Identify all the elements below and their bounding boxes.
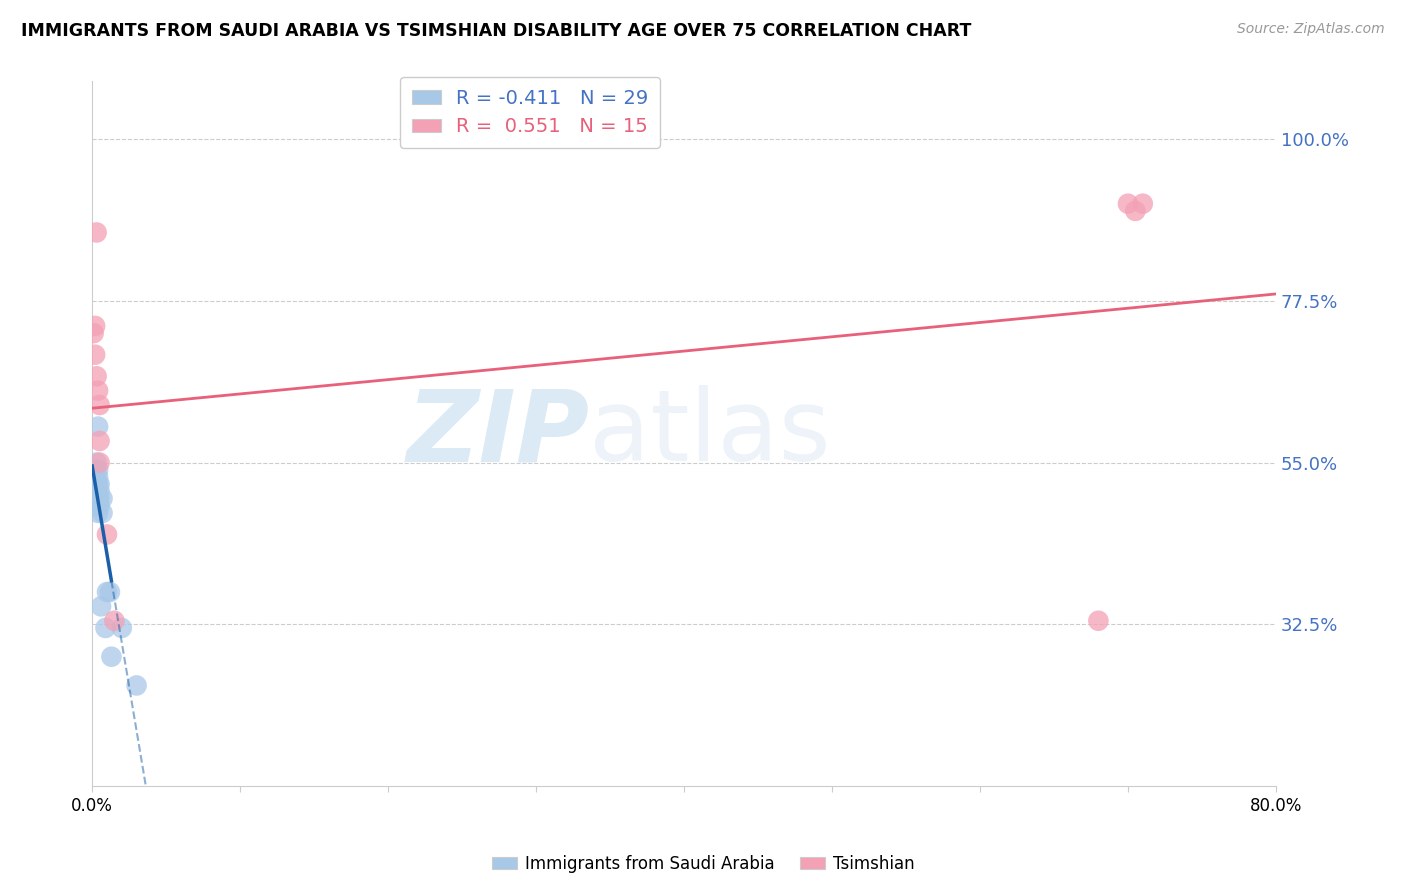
Point — [87, 384, 110, 398]
Text: IMMIGRANTS FROM SAUDI ARABIA VS TSIMSHIAN DISABILITY AGE OVER 75 CORRELATION CHA: IMMIGRANTS FROM SAUDI ARABIA VS TSIMSHIA… — [21, 22, 972, 40]
Point — [90, 599, 112, 614]
Point — [86, 226, 108, 240]
Point — [1087, 614, 1109, 628]
Point — [91, 506, 114, 520]
Point — [87, 491, 110, 506]
Point — [89, 456, 111, 470]
Point — [86, 499, 108, 513]
Point — [89, 499, 111, 513]
Text: atlas: atlas — [589, 385, 831, 483]
Point — [89, 491, 111, 506]
Point — [83, 477, 105, 491]
Point — [87, 419, 110, 434]
Point — [86, 369, 108, 384]
Point — [125, 678, 148, 692]
Point — [84, 484, 107, 499]
Point — [84, 348, 107, 362]
Point — [96, 527, 118, 541]
Text: Source: ZipAtlas.com: Source: ZipAtlas.com — [1237, 22, 1385, 37]
Point — [87, 506, 110, 520]
Point — [84, 470, 107, 484]
Point — [94, 621, 117, 635]
Point — [86, 491, 108, 506]
Point — [111, 621, 134, 635]
Point — [89, 484, 111, 499]
Point — [87, 470, 110, 484]
Point — [86, 477, 108, 491]
Point — [1132, 196, 1154, 211]
Legend: Immigrants from Saudi Arabia, Tsimshian: Immigrants from Saudi Arabia, Tsimshian — [485, 848, 921, 880]
Point — [91, 491, 114, 506]
Point — [1116, 196, 1139, 211]
Point — [100, 649, 122, 664]
Point — [87, 477, 110, 491]
Point — [84, 463, 107, 477]
Point — [83, 326, 105, 340]
Point — [89, 477, 111, 491]
Point — [89, 398, 111, 412]
Point — [96, 585, 118, 599]
Point — [86, 484, 108, 499]
Point — [98, 585, 121, 599]
Point — [103, 614, 125, 628]
Text: ZIP: ZIP — [406, 385, 589, 483]
Point — [83, 491, 105, 506]
Legend: R = -0.411   N = 29, R =  0.551   N = 15: R = -0.411 N = 29, R = 0.551 N = 15 — [401, 77, 661, 148]
Point — [84, 318, 107, 333]
Point — [87, 463, 110, 477]
Point — [89, 434, 111, 448]
Point — [1125, 203, 1147, 218]
Point — [86, 456, 108, 470]
